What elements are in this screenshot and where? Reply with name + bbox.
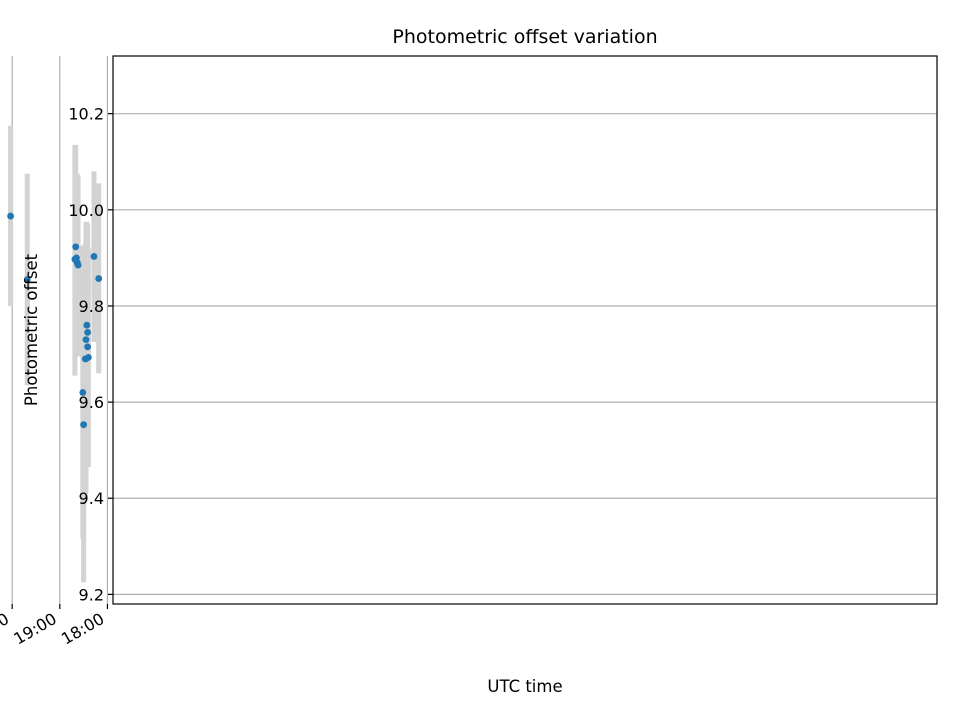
data-point <box>84 343 91 351</box>
grid <box>11 56 937 604</box>
data-point <box>82 336 90 344</box>
x-tick-label: 20:00 <box>0 609 12 649</box>
data-point <box>90 253 98 260</box>
x-tick-label: 19:00 <box>10 609 59 649</box>
y-tick-label: 9.6 <box>79 393 104 412</box>
x-axis-label: UTC time <box>487 677 562 696</box>
plot-frame <box>112 55 938 605</box>
data-point <box>23 276 31 283</box>
data-point <box>81 355 89 363</box>
data-points <box>7 212 103 429</box>
y-axis-ticks: 9.2 9.4 9.6 9.8 10.0 10.2 <box>68 105 113 604</box>
data-point <box>7 212 14 220</box>
data-point <box>71 255 79 263</box>
y-tick-label: 9.2 <box>79 585 104 604</box>
y-tick-label: 10.0 <box>68 201 104 220</box>
data-point <box>72 243 80 251</box>
y-axis-label: Photometric offset <box>22 253 41 406</box>
chart-title: Photometric offset variation <box>392 26 657 48</box>
data-point <box>83 321 91 329</box>
data-point <box>79 389 87 396</box>
y-tick-label: 9.8 <box>79 297 104 316</box>
y-tick-label: 9.4 <box>79 489 104 508</box>
x-tick-label: 18:00 <box>58 609 107 649</box>
data-point <box>80 421 88 429</box>
data-point <box>84 329 91 336</box>
data-point <box>95 275 103 282</box>
y-tick-label: 10.2 <box>68 105 104 124</box>
